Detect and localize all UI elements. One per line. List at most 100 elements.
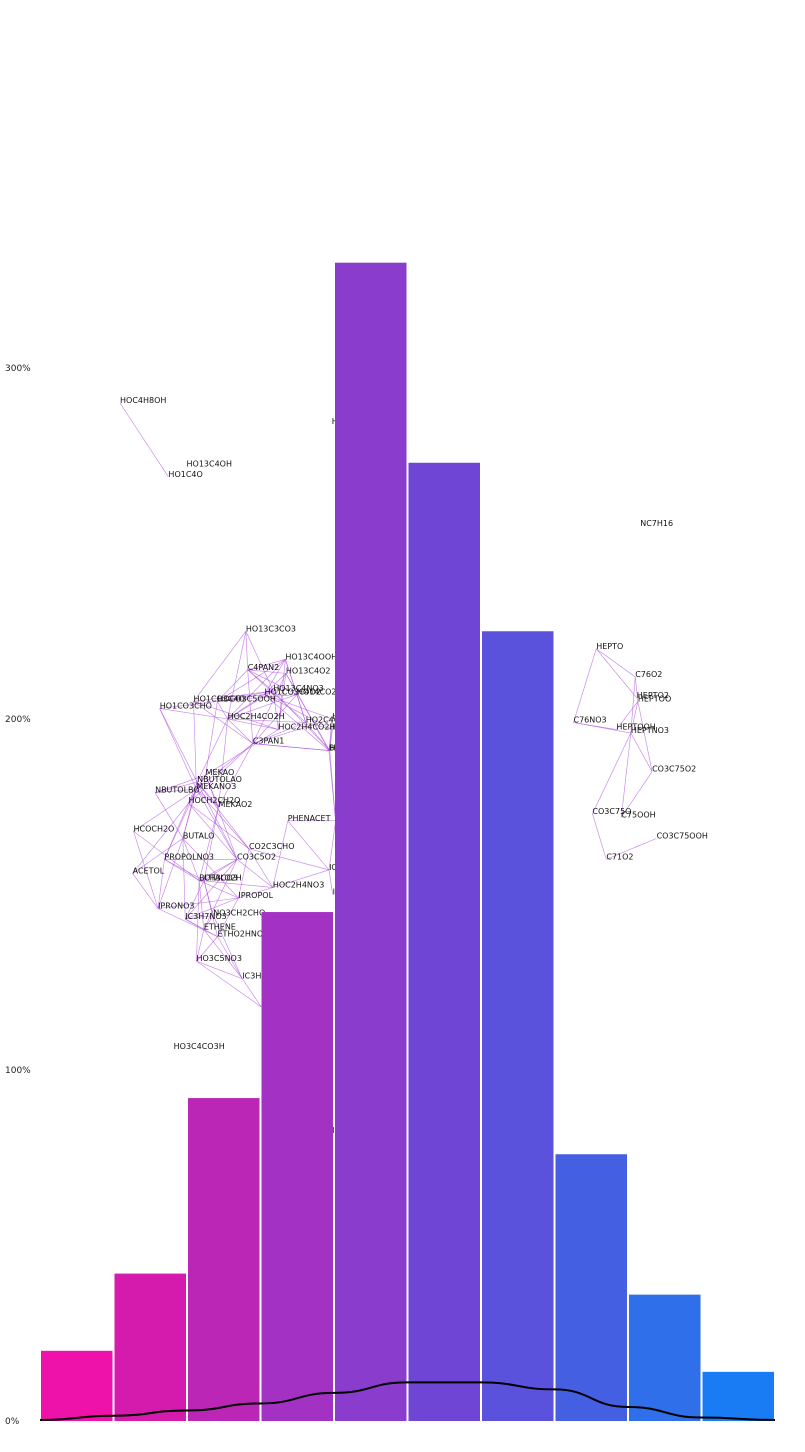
network-edge xyxy=(245,631,249,670)
network-node-label: HOC4H8OH xyxy=(120,396,166,405)
bar xyxy=(629,1294,701,1421)
network-node-label: HO3C5NO3 xyxy=(196,954,241,963)
network-edge xyxy=(227,631,247,720)
network-node-label: HOC2H4CO2H xyxy=(278,723,335,732)
network-edge xyxy=(245,631,274,692)
network-edge xyxy=(185,918,218,937)
network-edge xyxy=(196,782,238,860)
network-edge xyxy=(630,676,636,734)
network-edge xyxy=(196,929,205,962)
network-edge xyxy=(218,718,228,807)
network-node-label: HOC2H4CO2H xyxy=(228,712,285,721)
network-edge xyxy=(272,869,330,888)
network-edge xyxy=(164,803,189,860)
network-edge xyxy=(182,789,197,839)
network-edge xyxy=(616,701,639,730)
network-edge xyxy=(199,880,273,888)
network-edge xyxy=(132,803,189,874)
network-edge xyxy=(621,733,632,818)
network-edge xyxy=(247,669,298,695)
bar xyxy=(335,262,407,1422)
network-node-label: HO1C4O xyxy=(168,470,202,479)
network-edge xyxy=(164,859,200,881)
network-node-label: CO3C75OOH xyxy=(657,831,708,840)
network-edge xyxy=(198,880,205,930)
network-node-label: CO3C75O xyxy=(592,807,631,816)
network-edge xyxy=(203,929,243,979)
network-edge xyxy=(242,978,262,1007)
network-edge xyxy=(158,897,239,909)
y-tick-label: 100% xyxy=(5,1066,31,1076)
network-edge xyxy=(621,771,653,818)
bar xyxy=(188,1098,260,1421)
network-edge xyxy=(227,659,286,720)
network-edge xyxy=(203,806,219,881)
network-edge xyxy=(196,960,243,980)
network-edge xyxy=(203,859,238,930)
network-edge xyxy=(196,789,250,850)
network-edge xyxy=(203,915,214,930)
network-edge xyxy=(252,743,329,751)
network-node-label: CO3C5O2 xyxy=(237,852,276,861)
network-edge xyxy=(188,743,254,804)
network-edge xyxy=(203,880,218,937)
y-axis: 0% 100% 200% 300% xyxy=(5,364,31,1427)
network-node-label: HO1CO3C4O2 xyxy=(264,687,320,696)
network-edge xyxy=(196,781,219,807)
network-node-label: IC3H7O xyxy=(242,972,272,981)
network-edge xyxy=(305,722,330,751)
network-edge xyxy=(159,708,197,790)
network-edge xyxy=(238,848,250,899)
network-edge xyxy=(573,722,631,734)
network-edge xyxy=(132,838,184,874)
network-edge xyxy=(193,701,197,790)
network-node-label: HOCH2CH2O xyxy=(188,796,240,805)
bar xyxy=(261,912,333,1421)
network-edge xyxy=(154,792,184,839)
network-node-label: HO13C3CO3 xyxy=(246,624,296,633)
network-node-label: NO3CH2CHO xyxy=(213,909,265,918)
network-edge xyxy=(196,880,200,962)
network-node-label: ETHENE xyxy=(204,923,236,932)
network-edge xyxy=(328,750,336,821)
network-edge xyxy=(217,690,274,702)
network-edge xyxy=(157,859,165,909)
network-edge xyxy=(184,880,205,920)
network-edge xyxy=(217,659,286,702)
network-edge xyxy=(198,806,219,881)
density-curve xyxy=(39,1381,776,1421)
network-edge xyxy=(247,659,286,671)
network-edge xyxy=(264,694,333,720)
network-edge xyxy=(248,848,330,871)
bar xyxy=(408,462,480,1421)
network-edge xyxy=(185,897,239,920)
network-edge xyxy=(217,694,298,702)
network-edge xyxy=(252,673,287,744)
network-edge xyxy=(278,659,286,730)
network-edge xyxy=(630,701,639,734)
network-edge xyxy=(296,694,306,723)
bar xyxy=(482,631,554,1421)
bar xyxy=(702,1371,774,1421)
network-edge xyxy=(227,694,298,720)
network-node-label: C76NO3 xyxy=(574,716,607,725)
network-edge xyxy=(199,880,239,899)
network-edge xyxy=(185,859,238,920)
network-node-label: ETHO2HNO3 xyxy=(218,930,269,939)
network-edge xyxy=(157,838,184,909)
network-edge xyxy=(573,648,597,723)
network-node-label: NBUTOLBO xyxy=(155,786,200,795)
network-edge xyxy=(217,936,243,979)
network-node-label: IC3H7NO3 xyxy=(185,912,227,921)
network-node-label: HO2C4CO3 xyxy=(306,716,351,725)
network-edge xyxy=(133,831,159,909)
network-edge xyxy=(592,732,632,814)
network-edge xyxy=(247,669,286,674)
network-edge xyxy=(328,820,336,870)
network-node-label: NBUTOLAO xyxy=(197,775,242,784)
network-node-label: HO13C4NO3 xyxy=(273,684,324,693)
network-edge xyxy=(203,859,238,881)
network-edge xyxy=(159,708,228,720)
network-edge xyxy=(287,820,330,871)
